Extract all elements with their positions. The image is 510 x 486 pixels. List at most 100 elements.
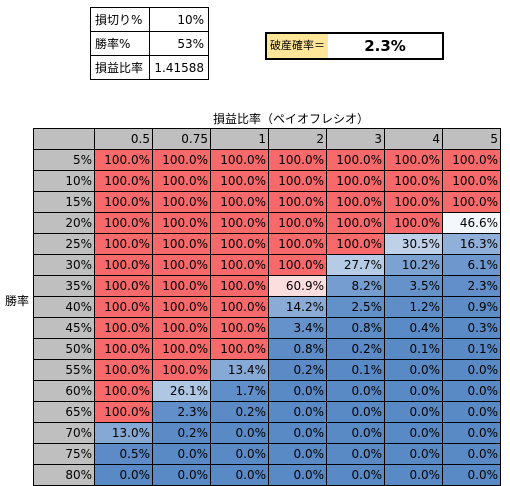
grid-cell[interactable]: 0.0% (442, 464, 501, 486)
grid-cell[interactable]: 100.0% (94, 149, 153, 171)
grid-cell[interactable]: 0.0% (384, 359, 443, 381)
grid-cell[interactable]: 0.0% (442, 380, 501, 402)
grid-cell[interactable]: 100.0% (210, 149, 269, 171)
grid-cell[interactable]: 0.0% (210, 464, 269, 486)
grid-cell[interactable]: 3.4% (268, 317, 327, 339)
param-value[interactable]: 10% (149, 7, 209, 32)
grid-cell[interactable]: 0.0% (94, 464, 153, 486)
grid-cell[interactable]: 8.2% (326, 275, 385, 297)
grid-cell[interactable]: 100.0% (210, 212, 269, 234)
grid-cell[interactable]: 0.0% (268, 380, 327, 402)
grid-cell[interactable]: 0.8% (268, 338, 327, 360)
grid-cell[interactable]: 0.2% (268, 359, 327, 381)
grid-cell[interactable]: 100.0% (326, 149, 385, 171)
grid-cell[interactable]: 0.8% (326, 317, 385, 339)
grid-cell[interactable]: 100.0% (94, 233, 153, 255)
grid-cell[interactable]: 100.0% (94, 359, 153, 381)
grid-cell[interactable]: 100.0% (152, 254, 211, 276)
grid-cell[interactable]: 13.0% (94, 422, 153, 444)
grid-cell[interactable]: 0.0% (268, 401, 327, 423)
grid-cell[interactable]: 100.0% (384, 149, 443, 171)
grid-cell[interactable]: 16.3% (442, 233, 501, 255)
grid-cell[interactable]: 1.7% (210, 380, 269, 402)
grid-cell[interactable]: 0.0% (152, 443, 211, 465)
grid-cell[interactable]: 100.0% (152, 170, 211, 192)
ruin-probability-value[interactable]: 2.3% (364, 37, 406, 55)
grid-cell[interactable]: 100.0% (268, 191, 327, 213)
grid-cell[interactable]: 0.0% (268, 422, 327, 444)
grid-cell[interactable]: 0.0% (384, 422, 443, 444)
grid-cell[interactable]: 100.0% (152, 191, 211, 213)
grid-cell[interactable]: 100.0% (384, 170, 443, 192)
grid-cell[interactable]: 100.0% (442, 170, 501, 192)
grid-cell[interactable]: 0.1% (442, 338, 501, 360)
grid-cell[interactable]: 0.0% (210, 443, 269, 465)
grid-cell[interactable]: 100.0% (152, 275, 211, 297)
grid-cell[interactable]: 100.0% (94, 401, 153, 423)
grid-cell[interactable]: 60.9% (268, 275, 327, 297)
grid-cell[interactable]: 6.1% (442, 254, 501, 276)
grid-cell[interactable]: 100.0% (268, 170, 327, 192)
grid-cell[interactable]: 0.0% (326, 401, 385, 423)
grid-cell[interactable]: 100.0% (442, 191, 501, 213)
grid-cell[interactable]: 30.5% (384, 233, 443, 255)
grid-cell[interactable]: 0.0% (442, 422, 501, 444)
grid-cell[interactable]: 0.0% (152, 464, 211, 486)
grid-cell[interactable]: 100.0% (152, 338, 211, 360)
grid-cell[interactable]: 0.3% (442, 317, 501, 339)
grid-cell[interactable]: 100.0% (326, 170, 385, 192)
grid-cell[interactable]: 100.0% (326, 212, 385, 234)
grid-cell[interactable]: 100.0% (268, 212, 327, 234)
grid-cell[interactable]: 0.0% (384, 464, 443, 486)
grid-cell[interactable]: 0.0% (326, 464, 385, 486)
grid-cell[interactable]: 100.0% (210, 317, 269, 339)
grid-cell[interactable]: 100.0% (210, 191, 269, 213)
grid-cell[interactable]: 100.0% (94, 275, 153, 297)
param-value[interactable]: 1.41588 (149, 55, 209, 80)
grid-cell[interactable]: 3.5% (384, 275, 443, 297)
grid-cell[interactable]: 0.0% (442, 443, 501, 465)
grid-cell[interactable]: 0.0% (442, 359, 501, 381)
grid-cell[interactable]: 100.0% (210, 233, 269, 255)
grid-cell[interactable]: 0.0% (326, 422, 385, 444)
grid-cell[interactable]: 46.6% (442, 212, 501, 234)
grid-cell[interactable]: 100.0% (152, 296, 211, 318)
grid-cell[interactable]: 0.0% (442, 401, 501, 423)
grid-cell[interactable]: 100.0% (94, 317, 153, 339)
grid-cell[interactable]: 27.7% (326, 254, 385, 276)
grid-cell[interactable]: 0.1% (384, 338, 443, 360)
grid-cell[interactable]: 100.0% (326, 191, 385, 213)
grid-cell[interactable]: 2.5% (326, 296, 385, 318)
grid-cell[interactable]: 100.0% (384, 191, 443, 213)
grid-cell[interactable]: 100.0% (384, 212, 443, 234)
grid-cell[interactable]: 100.0% (326, 233, 385, 255)
grid-cell[interactable]: 0.0% (268, 443, 327, 465)
grid-cell[interactable]: 0.1% (326, 359, 385, 381)
grid-cell[interactable]: 13.4% (210, 359, 269, 381)
grid-cell[interactable]: 100.0% (152, 317, 211, 339)
grid-cell[interactable]: 100.0% (442, 149, 501, 171)
grid-cell[interactable]: 100.0% (152, 233, 211, 255)
grid-cell[interactable]: 100.0% (94, 338, 153, 360)
grid-cell[interactable]: 0.2% (326, 338, 385, 360)
grid-cell[interactable]: 100.0% (152, 212, 211, 234)
grid-cell[interactable]: 14.2% (268, 296, 327, 318)
grid-cell[interactable]: 100.0% (210, 296, 269, 318)
grid-cell[interactable]: 100.0% (268, 233, 327, 255)
grid-cell[interactable]: 100.0% (94, 212, 153, 234)
grid-cell[interactable]: 100.0% (94, 380, 153, 402)
grid-cell[interactable]: 0.0% (326, 380, 385, 402)
grid-cell[interactable]: 0.2% (210, 401, 269, 423)
grid-cell[interactable]: 0.0% (326, 443, 385, 465)
grid-cell[interactable]: 0.0% (210, 422, 269, 444)
grid-cell[interactable]: 0.5% (94, 443, 153, 465)
grid-cell[interactable]: 100.0% (210, 338, 269, 360)
grid-cell[interactable]: 2.3% (152, 401, 211, 423)
grid-cell[interactable]: 0.0% (384, 380, 443, 402)
grid-cell[interactable]: 100.0% (210, 275, 269, 297)
grid-cell[interactable]: 100.0% (94, 296, 153, 318)
grid-cell[interactable]: 100.0% (94, 170, 153, 192)
grid-cell[interactable]: 100.0% (152, 149, 211, 171)
grid-cell[interactable]: 100.0% (268, 254, 327, 276)
grid-cell[interactable]: 100.0% (210, 170, 269, 192)
